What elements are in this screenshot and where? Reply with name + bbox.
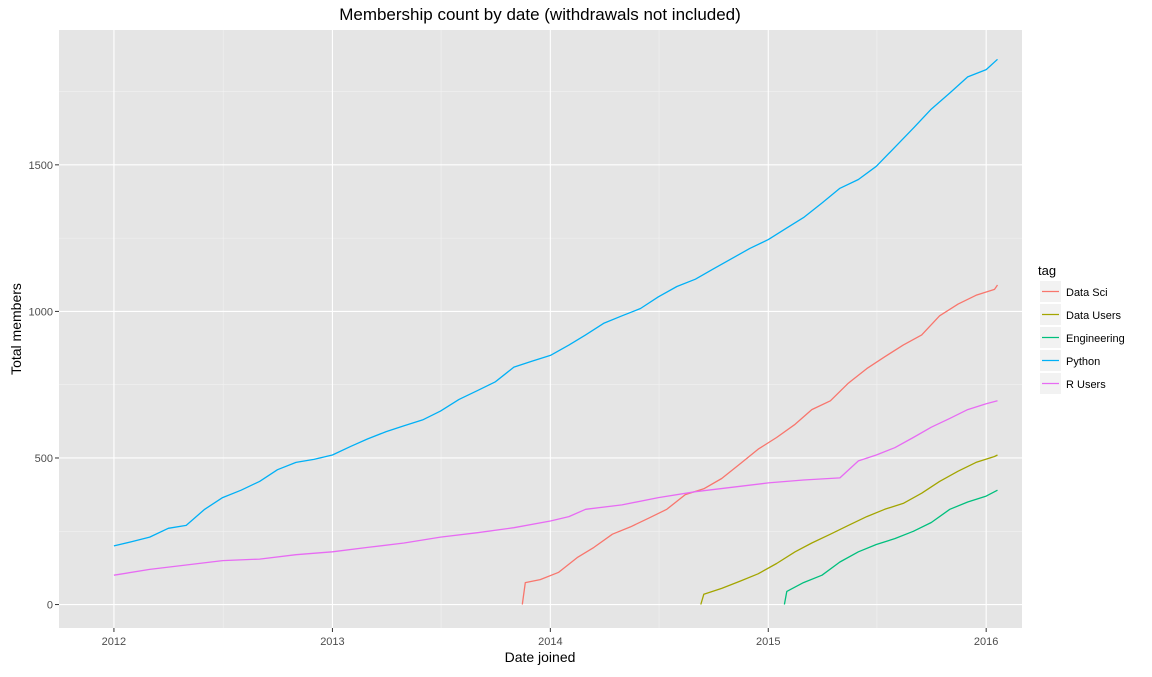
major-gridlines (59, 30, 1022, 628)
x-axis-title: Date joined (505, 649, 576, 665)
legend-title: tag (1038, 263, 1056, 278)
legend-item: Data Users (1040, 304, 1122, 325)
x-tick-label: 2015 (756, 636, 780, 648)
legend-label: Data Users (1066, 310, 1122, 322)
legend-label: Python (1066, 356, 1100, 368)
x-tick-label: 2014 (538, 636, 562, 648)
legend: tag Data Sci Data Users Engineering Python R… (1038, 263, 1125, 394)
y-tick-label: 0 (47, 600, 53, 612)
legend-label: R Users (1066, 379, 1106, 391)
y-tick-label: 500 (35, 453, 53, 465)
x-axis: 2012 2013 2014 2015 2016 (102, 628, 998, 648)
x-tick-label: 2013 (320, 636, 344, 648)
series-line-data-sci (521, 284, 999, 605)
series-line-engineering (783, 489, 998, 605)
plot-panel (59, 30, 1022, 628)
legend-label: Engineering (1066, 333, 1125, 345)
series-line-r-users (113, 400, 998, 576)
y-tick-label: 1000 (29, 306, 53, 318)
legend-item: R Users (1040, 373, 1106, 394)
y-axis: 0 500 1000 1500 (29, 160, 59, 612)
minor-gridlines (59, 30, 1022, 628)
chart-title: Membership count by date (withdrawals no… (339, 5, 741, 24)
legend-item: Data Sci (1040, 281, 1108, 302)
legend-item: Python (1040, 350, 1100, 371)
legend-item: Engineering (1040, 327, 1125, 348)
series-lines (113, 58, 999, 605)
y-tick-label: 1500 (29, 160, 53, 172)
x-tick-label: 2012 (102, 636, 126, 648)
x-tick-label: 2016 (974, 636, 998, 648)
series-line-python (113, 58, 998, 547)
legend-label: Data Sci (1066, 287, 1108, 299)
series-line-data-users (700, 454, 998, 605)
y-axis-title: Total members (8, 283, 24, 375)
